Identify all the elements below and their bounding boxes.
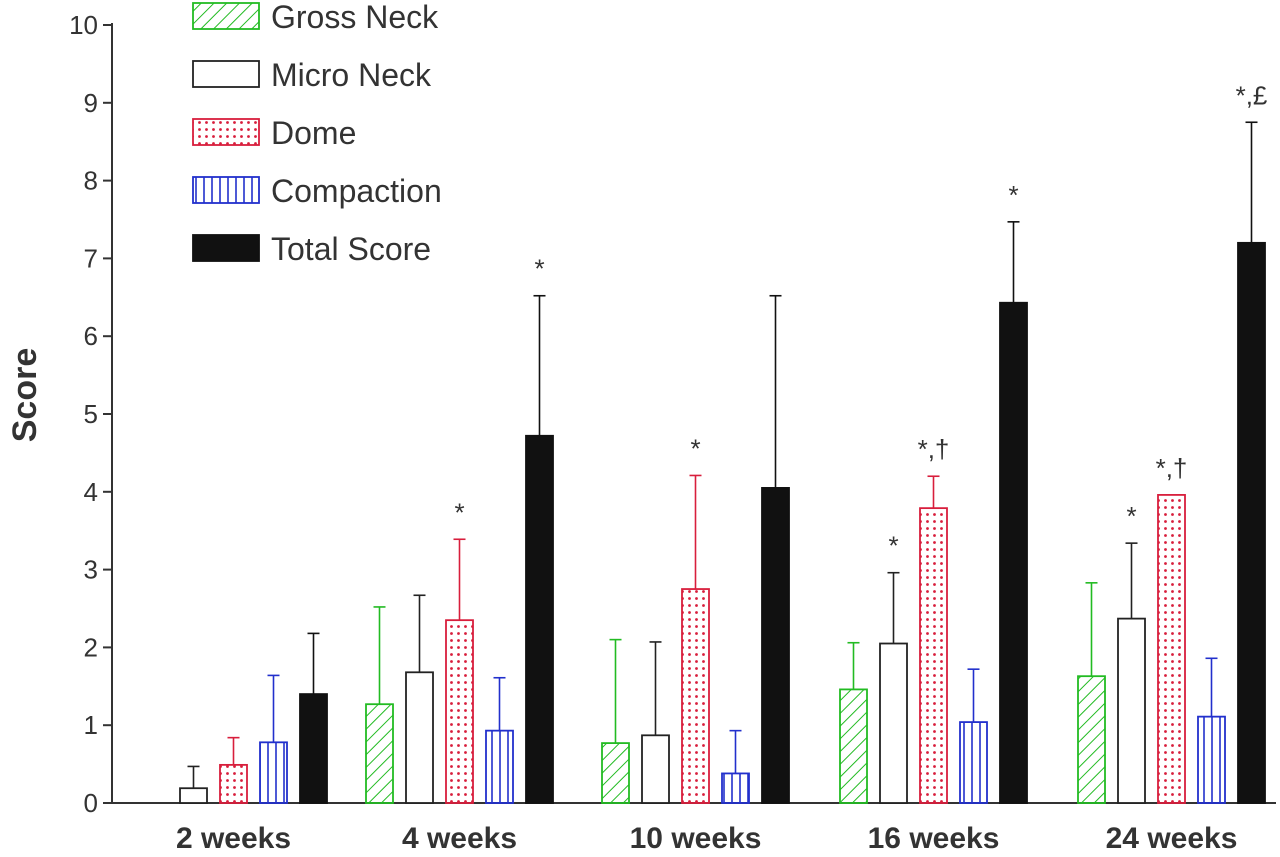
y-tick-label: 10: [69, 10, 98, 40]
y-tick-label: 0: [84, 788, 98, 818]
bar-total-score-24-weeks: [1237, 241, 1266, 804]
x-category-label-16-weeks: 16 weeks: [868, 822, 1000, 855]
y-tick-label: 8: [84, 166, 98, 196]
bar-micro-neck-24-weeks: [1117, 617, 1146, 804]
bar-total-score-2-weeks: [299, 693, 328, 804]
significance-label-total-score-16-weeks: *: [1008, 180, 1018, 210]
bar-dome-24-weeks: [1157, 494, 1186, 804]
legend-label-gross-neck: Gross Neck: [271, 0, 439, 35]
y-tick-label: 1: [84, 710, 98, 740]
bar-total-score-10-weeks: [761, 487, 790, 804]
legend-swatch-dome: [192, 118, 260, 146]
legend-label-dome: Dome: [271, 115, 356, 151]
legend-swatch-gross-neck: [192, 2, 260, 30]
legend-label-total-score: Total Score: [271, 231, 431, 267]
bar-total-score-16-weeks: [999, 301, 1028, 804]
x-category-label-24-weeks: 24 weeks: [1106, 822, 1238, 855]
significance-label-dome-4-weeks: *: [454, 497, 464, 527]
y-tick-label: 9: [84, 88, 98, 118]
x-category-label-2-weeks: 2 weeks: [176, 822, 291, 855]
bar-gross-neck-24-weeks: [1077, 675, 1106, 804]
x-category-label-4-weeks: 4 weeks: [402, 822, 517, 855]
y-tick-label: 3: [84, 555, 98, 585]
bar-micro-neck-4-weeks: [405, 671, 434, 804]
bar-compaction-24-weeks: [1197, 715, 1226, 804]
bar-dome-4-weeks: [445, 619, 474, 804]
bar-compaction-10-weeks: [721, 772, 750, 804]
bar-compaction-2-weeks: [259, 741, 288, 804]
bar-gross-neck-4-weeks: [365, 703, 394, 804]
legend-swatch-micro-neck: [192, 60, 260, 88]
y-tick-label: 6: [84, 321, 98, 351]
y-tick-label: 7: [84, 243, 98, 273]
x-category-label-10-weeks: 10 weeks: [630, 822, 762, 855]
significance-label-micro-neck-24-weeks: *: [1126, 501, 1136, 531]
significance-label-total-score-4-weeks: *: [534, 254, 544, 284]
legend-swatch-total-score: [192, 234, 260, 262]
bar-gross-neck-10-weeks: [601, 742, 630, 804]
significance-label-dome-16-weeks: *,†: [918, 434, 950, 464]
legend-swatch-compaction: [192, 176, 260, 204]
significance-label-dome-10-weeks: *: [690, 433, 700, 463]
y-tick-label: 4: [84, 477, 98, 507]
bar-micro-neck-16-weeks: [879, 642, 908, 804]
significance-label-micro-neck-16-weeks: *: [888, 531, 898, 561]
y-tick-label: 2: [84, 632, 98, 662]
legend-label-compaction: Compaction: [271, 173, 442, 209]
bar-dome-2-weeks: [219, 763, 248, 804]
bar-dome-16-weeks: [919, 507, 948, 804]
bar-dome-10-weeks: [681, 588, 710, 804]
bar-total-score-4-weeks: [525, 434, 554, 804]
bar-micro-neck-2-weeks: [179, 787, 208, 804]
significance-label-total-score-24-weeks: *,£: [1236, 80, 1268, 110]
y-tick-label: 5: [84, 399, 98, 429]
bar-gross-neck-16-weeks: [839, 688, 868, 804]
significance-label-dome-24-weeks: *,†: [1156, 453, 1188, 483]
legend-label-micro-neck: Micro Neck: [271, 57, 432, 93]
y-axis-title: Score: [6, 348, 44, 443]
bar-micro-neck-10-weeks: [641, 734, 670, 804]
bar-compaction-4-weeks: [485, 729, 514, 804]
bar-compaction-16-weeks: [959, 721, 988, 804]
